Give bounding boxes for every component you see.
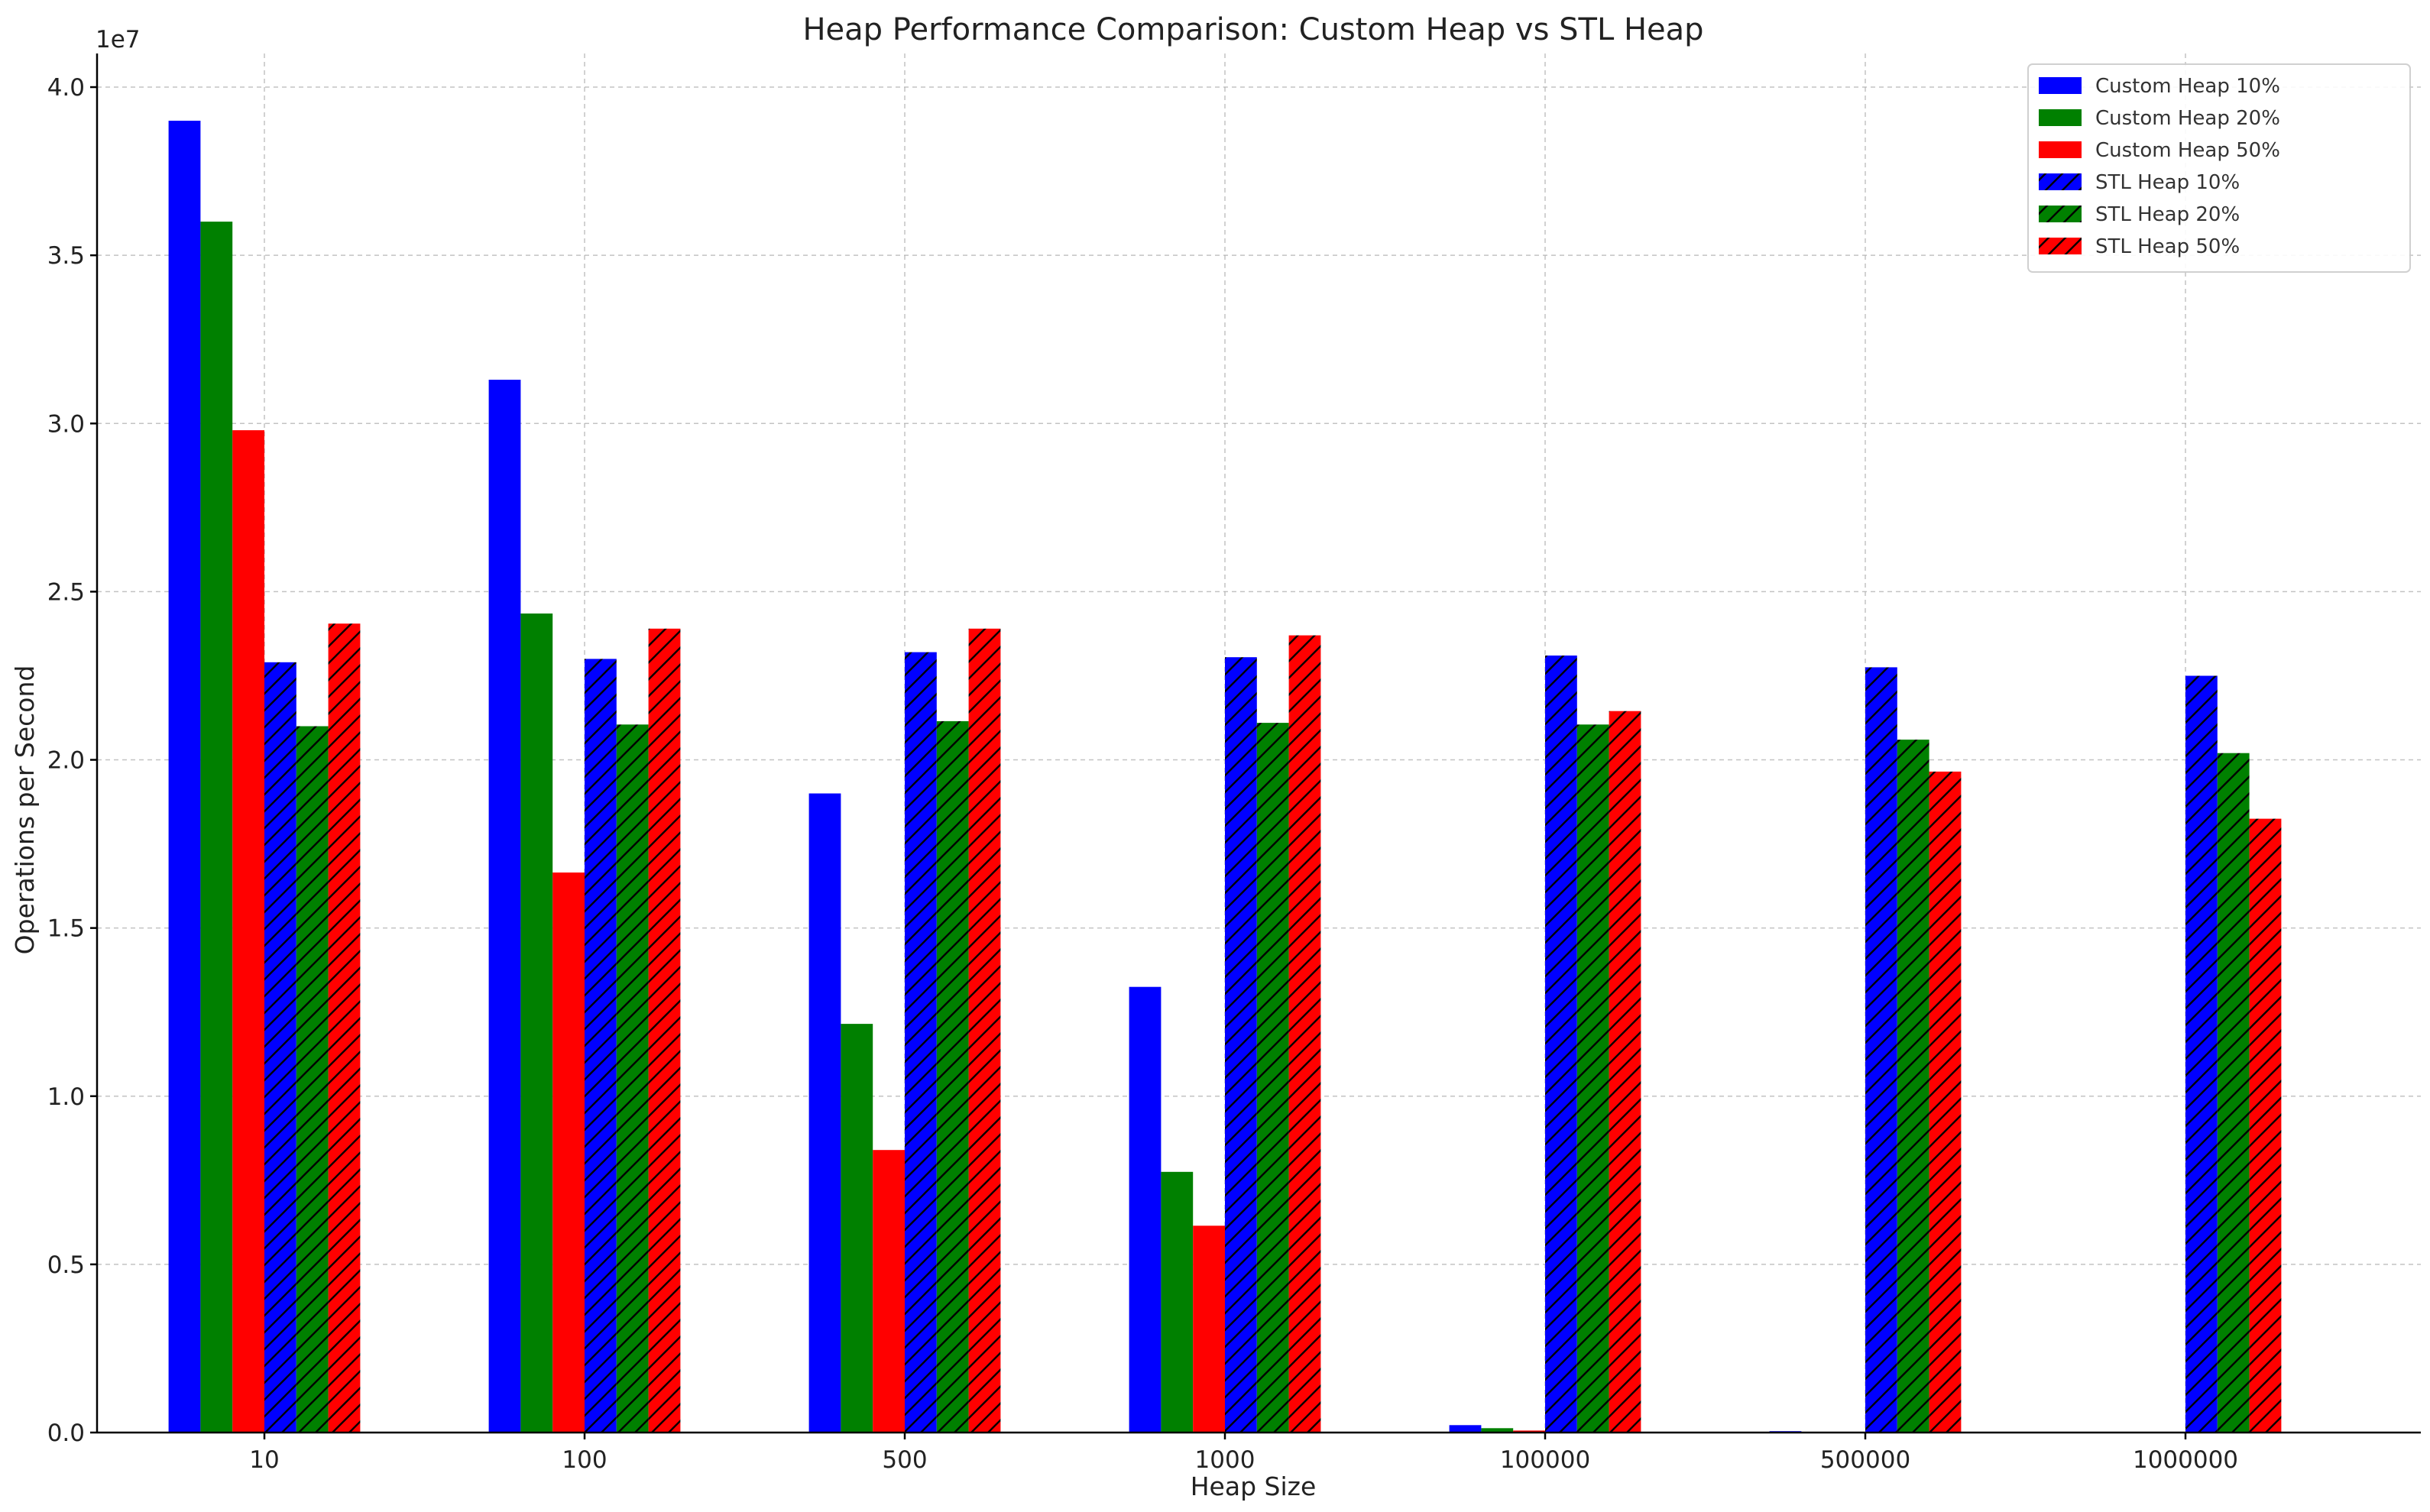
y-tick-label: 3.0: [47, 410, 85, 438]
bar: [552, 873, 585, 1433]
legend-item: STL Heap 20%: [2039, 203, 2240, 226]
legend-label: Custom Heap 50%: [2095, 139, 2280, 162]
series-stl-heap-10-: [264, 652, 2218, 1433]
bar: [1288, 635, 1321, 1433]
y-tick-label: 0.0: [47, 1420, 85, 1447]
legend-item: Custom Heap 10%: [2039, 75, 2280, 98]
bar: [296, 726, 329, 1433]
bar: [1929, 771, 1962, 1433]
bar: [648, 628, 681, 1433]
bar: [1609, 711, 1641, 1433]
bar: [2185, 675, 2218, 1433]
bar: [873, 1150, 905, 1433]
bar: [968, 628, 1001, 1433]
bars: [168, 121, 2282, 1433]
series-stl-heap-50-: [328, 623, 2282, 1433]
x-tick-label: 100: [562, 1446, 607, 1474]
bar: [232, 430, 264, 1433]
bar: [936, 720, 969, 1433]
legend-swatch: [2039, 238, 2082, 254]
legend-swatch: [2039, 77, 2082, 94]
legend-swatch: [2039, 206, 2082, 222]
y-tick-label: 3.5: [47, 242, 85, 270]
y-tick-label: 2.5: [47, 578, 85, 606]
bar: [328, 623, 361, 1433]
legend-label: STL Heap 50%: [2095, 235, 2240, 258]
y-axis-ticks: 0.0 0.5 1.0 1.5 2.0 2.5 3.0 3.5 4.0: [47, 74, 97, 1447]
bar: [488, 380, 521, 1433]
bar: [1449, 1425, 1482, 1433]
legend-label: Custom Heap 10%: [2095, 75, 2280, 98]
x-axis-ticks: 10 100 500 1000 100000 500000 1000000: [249, 1433, 2238, 1474]
bar: [1256, 723, 1289, 1433]
bar: [1897, 740, 1929, 1433]
legend-swatch: [2039, 141, 2082, 158]
y-axis-label: Operations per Second: [10, 665, 40, 955]
bar: [1576, 724, 1609, 1433]
y-axis-offset-label: 1e7: [96, 26, 141, 53]
chart-title: Heap Performance Comparison: Custom Heap…: [802, 12, 1703, 47]
x-tick-label: 1000000: [2133, 1446, 2238, 1474]
y-tick-label: 1.5: [47, 915, 85, 943]
legend-swatch: [2039, 109, 2082, 126]
y-tick-label: 4.0: [47, 74, 85, 102]
bar: [2249, 818, 2282, 1433]
series-custom-heap-50-: [232, 430, 2185, 1433]
y-tick-label: 0.5: [47, 1251, 85, 1279]
bar: [841, 1024, 873, 1433]
legend-label: STL Heap 20%: [2095, 203, 2240, 226]
legend-item: Custom Heap 50%: [2039, 139, 2280, 162]
bar: [905, 652, 937, 1433]
x-tick-label: 10: [249, 1446, 279, 1474]
bar: [585, 659, 617, 1433]
bar: [616, 724, 649, 1433]
x-tick-label: 500: [882, 1446, 927, 1474]
legend-item: STL Heap 10%: [2039, 171, 2240, 194]
bar: [200, 222, 233, 1433]
legend-label: STL Heap 10%: [2095, 171, 2240, 194]
y-tick-label: 2.0: [47, 747, 85, 775]
bar: [1865, 667, 1897, 1433]
series-stl-heap-20-: [296, 720, 2250, 1433]
legend-label: Custom Heap 20%: [2095, 107, 2280, 130]
axes: [96, 53, 2421, 1434]
x-tick-label: 500000: [1820, 1446, 1910, 1474]
series-custom-heap-10-: [168, 121, 2122, 1433]
legend-swatch: [2039, 173, 2082, 190]
legend-item: STL Heap 50%: [2039, 235, 2240, 258]
bar: [1481, 1428, 1514, 1433]
x-tick-label: 100000: [1500, 1446, 1590, 1474]
legend-item: Custom Heap 20%: [2039, 107, 2280, 130]
bar: [1545, 656, 1577, 1433]
bar: [1161, 1171, 1194, 1433]
bar: [1513, 1430, 1545, 1433]
series-custom-heap-20-: [200, 222, 2154, 1433]
legend-frame: [2027, 63, 2411, 273]
bar: [1225, 657, 1257, 1433]
bar: [1193, 1225, 1225, 1433]
bar: [264, 662, 296, 1433]
bar: [1129, 986, 1162, 1433]
bar: [168, 121, 201, 1433]
bar: [520, 614, 553, 1433]
bar: [2217, 753, 2250, 1433]
x-axis-label: Heap Size: [1191, 1472, 1317, 1501]
legend: Custom Heap 10% Custom Heap 20% Custom Hea…: [2027, 63, 2411, 273]
y-tick-label: 1.0: [47, 1083, 85, 1111]
x-tick-label: 1000: [1195, 1446, 1256, 1474]
bar: [808, 793, 841, 1433]
